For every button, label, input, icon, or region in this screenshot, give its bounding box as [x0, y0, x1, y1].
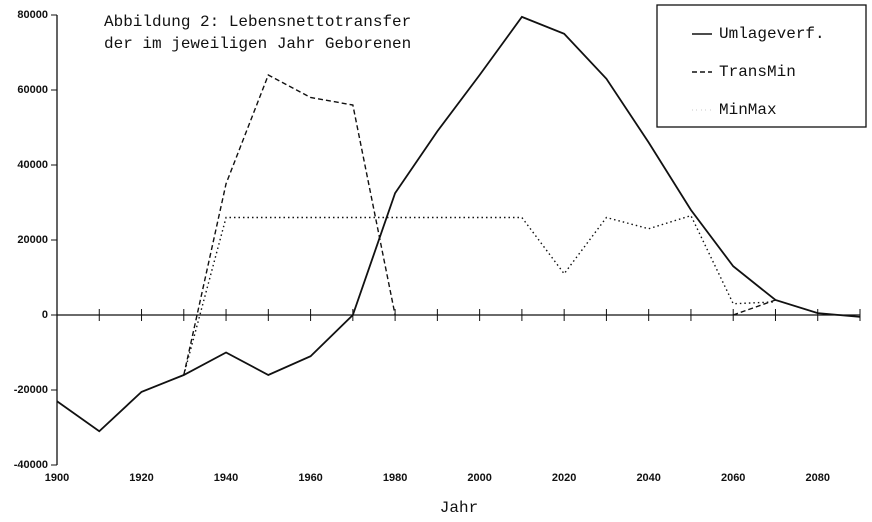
x-tick-label: 1900 — [45, 472, 69, 484]
title-line: Abbildung 2: Lebensnettotransfer — [104, 13, 411, 31]
x-tick-label: 2040 — [636, 472, 660, 484]
x-tick-label: 1980 — [383, 472, 407, 484]
series-line — [56, 15, 861, 433]
x-axis-label: Jahr — [440, 499, 478, 517]
legend-box — [656, 4, 867, 128]
legend-label: MinMax — [719, 101, 777, 119]
title-line: der im jeweiligen Jahr Geborenen — [104, 35, 411, 53]
y-tick-label: 40000 — [17, 159, 48, 171]
legend-label: Umlageverf. — [719, 25, 825, 43]
legend-label: TransMin — [719, 63, 796, 81]
series-line — [183, 214, 776, 376]
y-tick-label: 60000 — [17, 84, 48, 96]
x-tick-label: 2060 — [721, 472, 745, 484]
x-tick-label: 2020 — [552, 472, 576, 484]
x-tick-label: 1940 — [214, 472, 238, 484]
y-tick-label: -40000 — [14, 459, 48, 471]
x-tick-label: 1920 — [129, 472, 153, 484]
y-tick-label: -20000 — [14, 384, 48, 396]
series-line — [183, 74, 396, 376]
y-tick-label: 80000 — [17, 9, 48, 21]
x-tick-label: 2000 — [467, 472, 491, 484]
y-tick-label: 20000 — [17, 234, 48, 246]
x-tick-label: 1960 — [298, 472, 322, 484]
x-tick-label: 2080 — [805, 472, 829, 484]
y-tick-label: 0 — [42, 309, 48, 321]
